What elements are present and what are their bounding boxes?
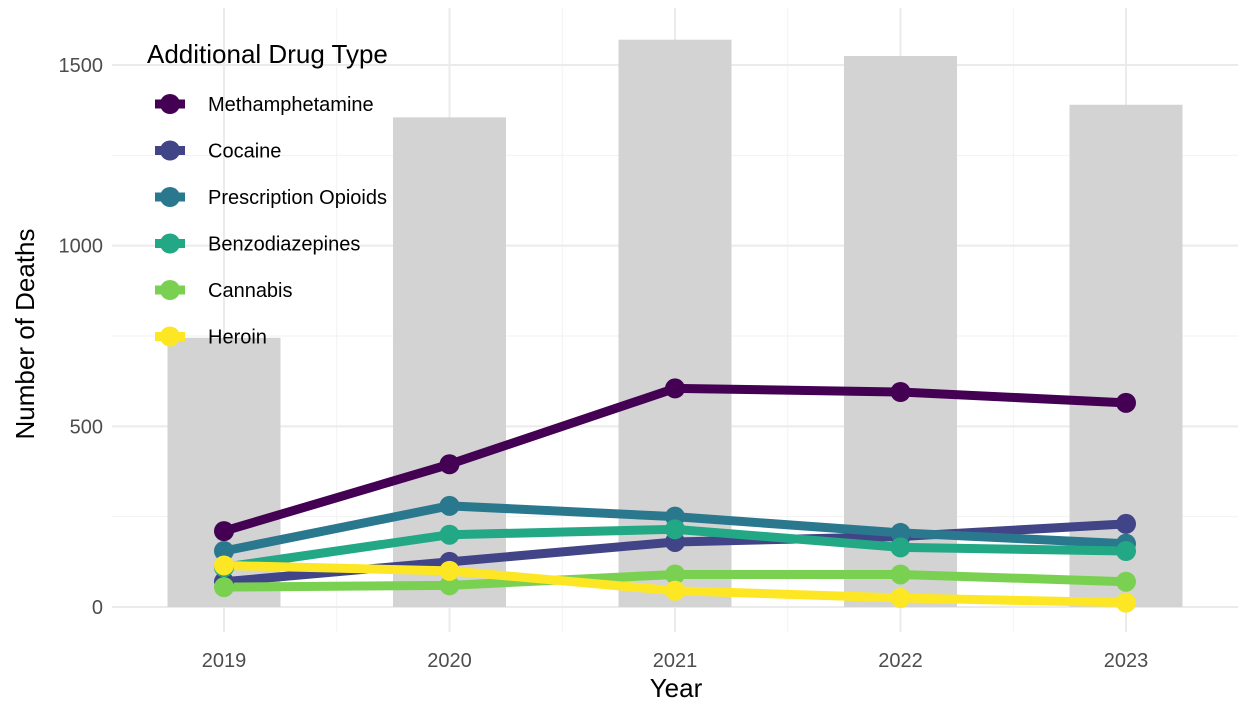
legend-item-cannabis: Cannabis <box>155 280 293 302</box>
series-point-benzodiazepines-2021 <box>665 519 685 540</box>
series-point-cannabis-2021 <box>665 564 685 585</box>
legend-item-prescription-opioids: Prescription Opioids <box>155 187 387 209</box>
y-tick-label: 0 <box>92 597 103 619</box>
series-point-cannabis-2022 <box>890 564 911 585</box>
x-tick-label: 2023 <box>1104 650 1149 672</box>
series-point-heroin-2022 <box>890 587 911 608</box>
legend-key-point <box>160 326 180 347</box>
series-point-benzodiazepines-2023 <box>1116 540 1136 561</box>
legend-item-methamphetamine: Methamphetamine <box>155 94 374 116</box>
legend-item-heroin: Heroin <box>155 326 267 349</box>
legend-label: Benzodiazepines <box>208 234 360 256</box>
series-point-cannabis-2020 <box>439 575 460 596</box>
x-tick-label: 2020 <box>427 650 472 672</box>
legend-title: Additional Drug Type <box>147 39 388 69</box>
series-point-methamphetamine-2022 <box>890 382 911 403</box>
series-point-heroin-2023 <box>1116 592 1136 613</box>
x-tick-label: 2021 <box>653 650 698 672</box>
legend-label: Cannabis <box>208 280 293 302</box>
series-point-cocaine-2023 <box>1116 513 1136 534</box>
bar-2022 <box>844 55 957 607</box>
series-point-heroin-2019 <box>214 555 234 576</box>
legend-label: Cocaine <box>208 141 281 163</box>
tick-layer: 0 500 1000 1500 2019 2020 2021 2022 2023 <box>59 55 1149 672</box>
legend-key-point <box>160 94 180 114</box>
legend-key-point <box>160 187 180 207</box>
legend-key-point <box>160 280 180 300</box>
series-point-methamphetamine-2019 <box>214 521 234 542</box>
legend-item-cocaine: Cocaine <box>155 140 281 163</box>
x-tick-label: 2019 <box>202 650 247 672</box>
series-point-methamphetamine-2021 <box>665 378 685 399</box>
legend-key-point <box>160 140 180 161</box>
x-tick-label: 2022 <box>878 650 923 672</box>
y-axis-title: Number of Deaths <box>10 229 40 440</box>
legend-key-point <box>160 233 180 254</box>
series-point-prescription-opioids-2020 <box>439 495 460 516</box>
series-point-cannabis-2019 <box>214 577 234 598</box>
series-point-prescription-opioids-2022 <box>890 522 911 543</box>
series-point-cannabis-2023 <box>1116 571 1136 592</box>
x-axis-title: Year <box>650 673 703 703</box>
series-point-methamphetamine-2023 <box>1116 392 1136 413</box>
legend-label: Prescription Opioids <box>208 187 387 209</box>
y-tick-label: 1500 <box>59 55 104 77</box>
legend-item-benzodiazepines: Benzodiazepines <box>155 233 360 256</box>
legend-items: Methamphetamine Cocaine Prescription Opioi… <box>155 94 387 349</box>
legend-label: Heroin <box>208 327 267 349</box>
y-tick-label: 500 <box>70 416 103 438</box>
series-point-prescription-opioids-2019 <box>214 540 234 561</box>
series-point-benzodiazepines-2022 <box>890 537 911 558</box>
series-point-methamphetamine-2020 <box>439 454 460 475</box>
point-layer <box>214 378 1136 613</box>
series-point-benzodiazepines-2020 <box>439 524 460 545</box>
legend-label: Methamphetamine <box>208 94 374 116</box>
y-tick-label: 1000 <box>59 236 104 258</box>
series-point-heroin-2021 <box>665 580 685 601</box>
series-point-heroin-2020 <box>439 560 460 581</box>
legend: Additional Drug Type Methamphetamine Coca… <box>147 39 388 349</box>
